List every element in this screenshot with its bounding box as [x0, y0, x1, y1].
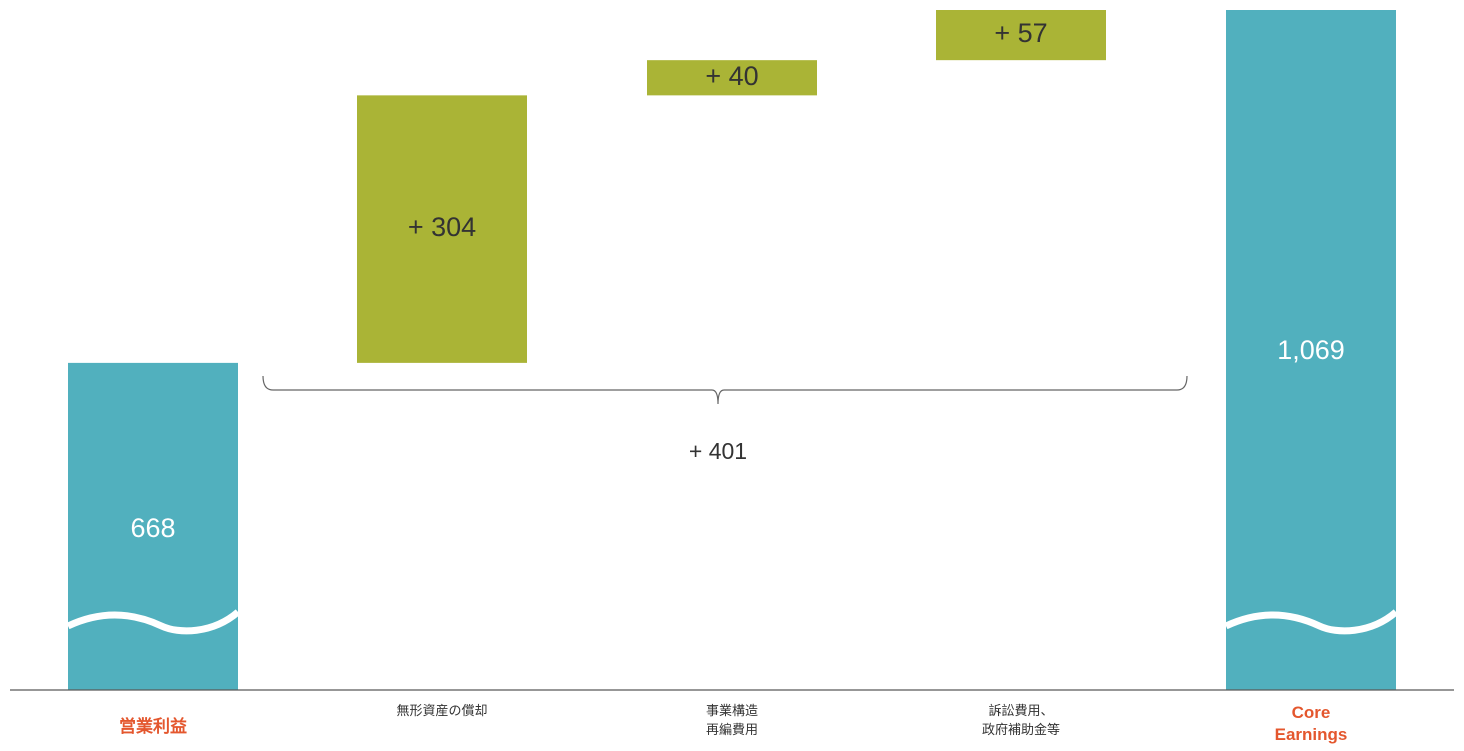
category-label-2: 無形資産の償却 [396, 703, 487, 719]
bar-value-label-1: 668 [130, 513, 175, 543]
category-label-line: 政府補助金等 [982, 722, 1060, 738]
category-label-line: 営業利益 [119, 716, 187, 736]
bracket [262, 375, 1188, 405]
bar-2 [357, 95, 527, 363]
bar-value-label-4: + 57 [994, 18, 1047, 48]
bar-1 [68, 362, 238, 690]
category-label-4: 訴訟費用、政府補助金等 [982, 703, 1060, 738]
bar-3 [647, 60, 817, 96]
category-label-line: 訴訟費用、 [988, 703, 1053, 719]
bracket-label: + 401 [689, 438, 747, 464]
category-label-3: 事業構造再編費用 [706, 703, 758, 738]
category-label-line: Earnings [1275, 725, 1348, 744]
category-label-line: Core [1292, 703, 1331, 722]
bar-value-label-2: + 304 [408, 212, 476, 242]
bar-5 [1226, 10, 1396, 690]
axis-break-wave-1 [66, 609, 241, 635]
bar-4 [936, 10, 1106, 61]
category-label-5: Core Earnings [1275, 703, 1348, 744]
category-label-line: 再編費用 [706, 722, 758, 738]
category-label-line: 無形資産の償却 [396, 703, 487, 719]
category-label-line: 事業構造 [706, 703, 758, 719]
bar-value-label-5: 1,069 [1277, 335, 1345, 365]
category-label-1: 営業利益 [119, 716, 187, 736]
bar-value-label-3: + 40 [705, 61, 758, 91]
axis-break-wave-5 [1224, 609, 1399, 635]
